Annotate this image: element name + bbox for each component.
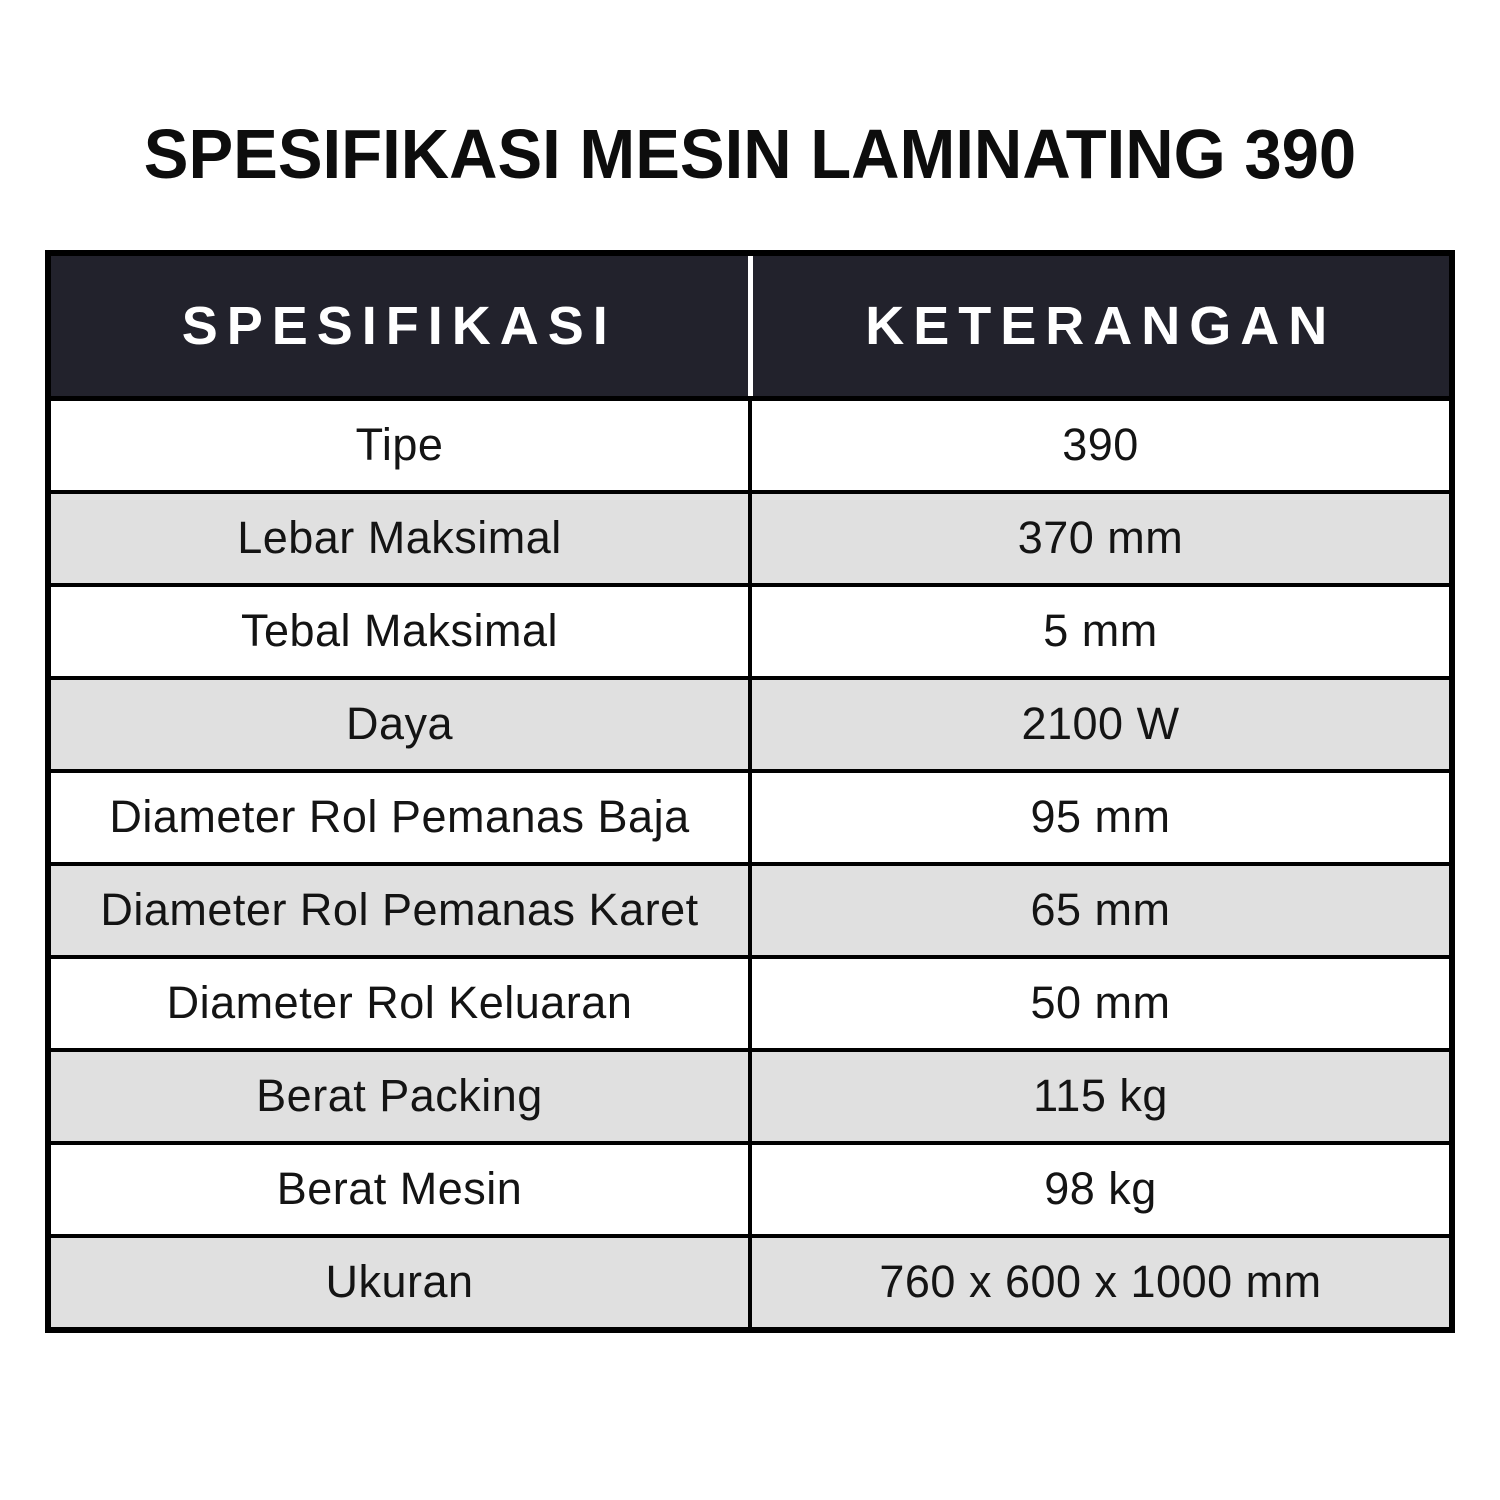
spec-table-header: SPESIFIKASI KETERANGAN bbox=[46, 250, 1454, 401]
page-title: SPESIFIKASI MESIN LAMINATING 390 bbox=[143, 115, 1357, 194]
spec-value-cell: 760 x 600 x 1000 mm bbox=[748, 1233, 1454, 1332]
spec-value-cell: 2100 W bbox=[748, 675, 1454, 773]
spec-value-cell: 370 mm bbox=[748, 489, 1454, 587]
table-row: Tipe 390 bbox=[46, 396, 1454, 494]
spec-label-cell: Ukuran bbox=[46, 1233, 752, 1332]
spec-label-cell: Daya bbox=[46, 675, 752, 773]
spec-value-cell: 50 mm bbox=[748, 954, 1454, 1052]
spec-value-cell: 5 mm bbox=[748, 582, 1454, 680]
spec-table-body: Tipe 390 Lebar Maksimal 370 mm Tebal Mak… bbox=[46, 396, 1454, 1332]
table-row: Diameter Rol Pemanas Baja 95 mm bbox=[46, 768, 1454, 866]
spec-value-cell: 98 kg bbox=[748, 1140, 1454, 1238]
table-row: Lebar Maksimal 370 mm bbox=[46, 489, 1454, 587]
column-header-keterangan: KETERANGAN bbox=[750, 250, 1454, 401]
spec-value-cell: 390 bbox=[748, 396, 1454, 494]
spec-label-cell: Diameter Rol Keluaran bbox=[46, 954, 752, 1052]
table-row: Daya 2100 W bbox=[46, 675, 1454, 773]
table-row: Tebal Maksimal 5 mm bbox=[46, 582, 1454, 680]
spec-label-cell: Diameter Rol Pemanas Karet bbox=[46, 861, 752, 959]
spec-label-cell: Tebal Maksimal bbox=[46, 582, 752, 680]
spec-label-cell: Berat Mesin bbox=[46, 1140, 752, 1238]
table-row: Ukuran 760 x 600 x 1000 mm bbox=[46, 1233, 1454, 1332]
spec-value-cell: 95 mm bbox=[748, 768, 1454, 866]
spec-value-cell: 65 mm bbox=[748, 861, 1454, 959]
spec-label-cell: Tipe bbox=[46, 396, 752, 494]
table-row: Diameter Rol Keluaran 50 mm bbox=[46, 954, 1454, 1052]
spec-value-cell: 115 kg bbox=[748, 1047, 1454, 1145]
table-row: Diameter Rol Pemanas Karet 65 mm bbox=[46, 861, 1454, 959]
spec-label-cell: Diameter Rol Pemanas Baja bbox=[46, 768, 752, 866]
spec-label-cell: Berat Packing bbox=[46, 1047, 752, 1145]
header-row: SPESIFIKASI KETERANGAN bbox=[46, 250, 1454, 401]
table-row: Berat Mesin 98 kg bbox=[46, 1140, 1454, 1238]
spec-table: SPESIFIKASI KETERANGAN Tipe 390 Lebar Ma… bbox=[45, 249, 1455, 1333]
column-header-spesifikasi: SPESIFIKASI bbox=[46, 250, 753, 401]
spec-label-cell: Lebar Maksimal bbox=[46, 489, 752, 587]
table-row: Berat Packing 115 kg bbox=[46, 1047, 1454, 1145]
